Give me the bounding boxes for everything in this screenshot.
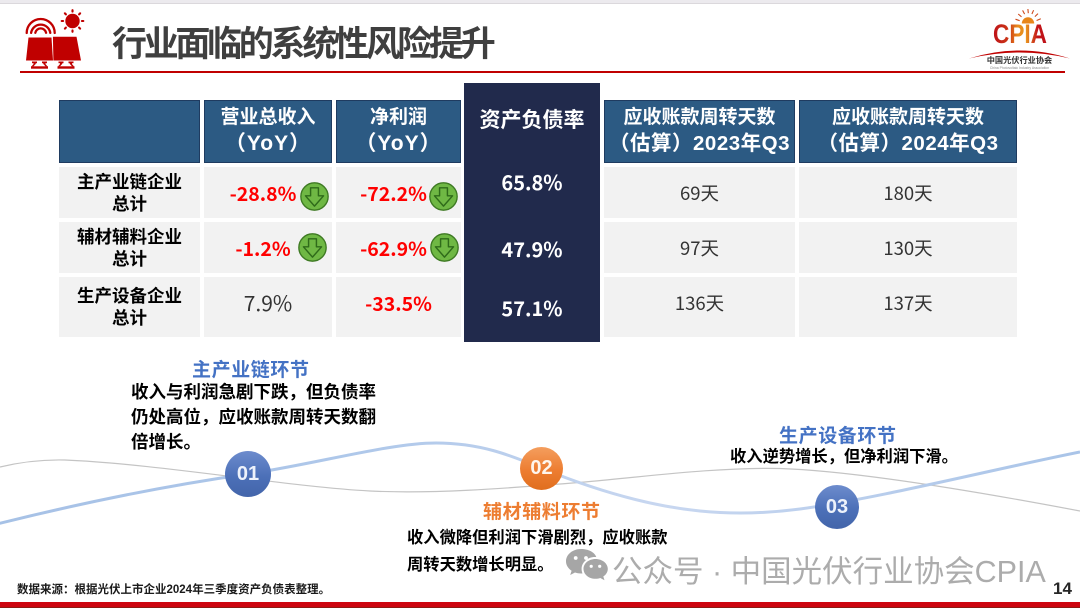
svg-text:中国光伏行业协会: 中国光伏行业协会 bbox=[987, 55, 1053, 65]
svg-text:China Photovoltaic Industry As: China Photovoltaic Industry Association bbox=[990, 66, 1049, 70]
svg-text:CPIA: CPIA bbox=[993, 19, 1047, 49]
